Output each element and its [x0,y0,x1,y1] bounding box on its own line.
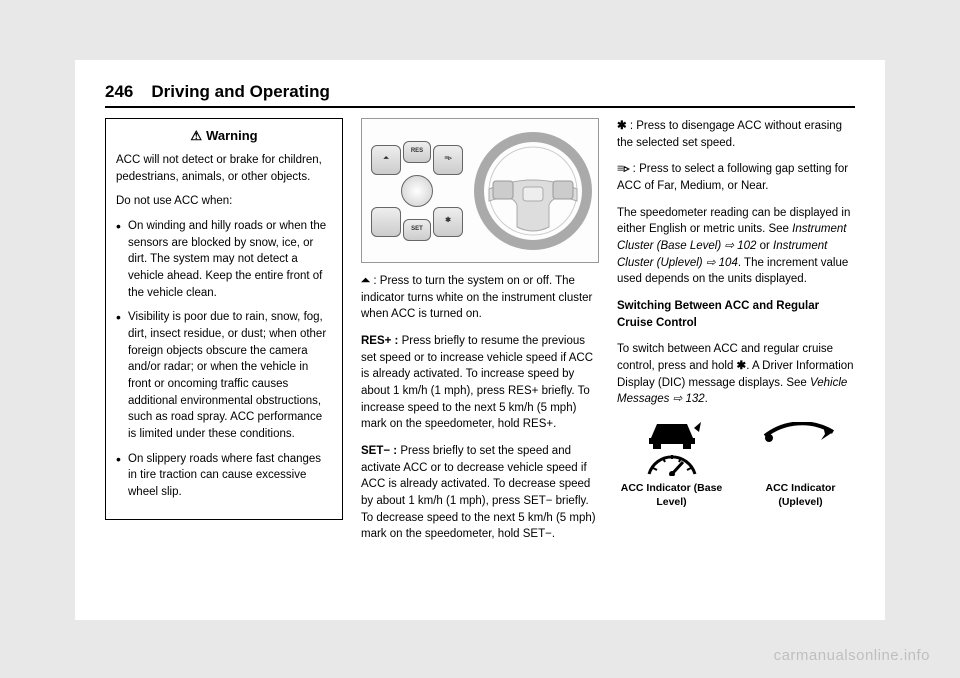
cruise-onoff-button-icon: ⏶ [371,145,401,175]
onoff-paragraph: ⏶ : Press to turn the system on or off. … [361,273,599,323]
gap-paragraph: ≡▹ : Press to select a following gap set… [617,161,855,194]
warning-intro: ACC will not detect or brake for childre… [116,152,332,185]
warning-list: On winding and hilly roads or when the s… [116,218,332,501]
gap-symbol-icon: ≡▹ [617,163,629,175]
switch-symbol-icon: ✱ [737,360,747,372]
cancel-button-icon: ✱ [433,207,463,237]
switch-paragraph: To switch between ACC and regular cruise… [617,341,855,408]
warning-title: Warning [116,127,332,146]
acc-uplevel-label: ACC Indicator (Uplevel) [746,482,855,509]
acc-base-label: ACC Indicator (Base Level) [617,482,726,509]
set-label: SET− : [361,445,397,457]
set-paragraph: SET− : Press briefly to set the speed an… [361,443,599,543]
section-title: Driving and Operating [151,82,330,102]
indicator-row: ACC Indicator (Base Level) ACC Indicator… [617,422,855,509]
cancel-symbol-icon: ✱ [617,120,627,132]
steering-wheel-icon [473,131,593,251]
manual-page: 246 Driving and Operating Warning ACC wi… [75,60,885,620]
watermark: carmanualsonline.info [774,647,930,664]
warning-lead: Do not use ACC when: [116,193,332,210]
steering-wheel-illustration: ⏶ RES ≡▹ SET ✱ [361,118,599,263]
column-3: ✱ : Press to disengage ACC without erasi… [617,118,855,608]
switch-heading: Switching Between ACC and Regular Cruise… [617,298,855,331]
page-header: 246 Driving and Operating [105,82,855,108]
warning-box: Warning ACC will not detect or brake for… [105,118,343,520]
column-1: Warning ACC will not detect or brake for… [105,118,343,608]
acc-indicator-base: ACC Indicator (Base Level) [617,422,726,509]
blank-button [371,207,401,237]
res-plus-button: RES [403,141,431,163]
res-label: RES+ : [361,335,398,347]
res-paragraph: RES+ : Press briefly to resume the previ… [361,333,599,433]
onoff-symbol-icon: ⏶ [361,275,370,287]
cancel-paragraph: ✱ : Press to disengage ACC without erasi… [617,118,855,151]
warning-item: Visibility is poor due to rain, snow, fo… [116,309,332,442]
acc-base-icon [637,422,707,476]
page-number: 246 [105,82,133,102]
warning-item: On slippery roads where fast changes in … [116,451,332,501]
set-minus-button: SET [403,219,431,241]
cruise-control-pad: ⏶ RES ≡▹ SET ✱ [367,141,467,241]
acc-uplevel-icon [761,422,841,476]
warning-item: On winding and hilly roads or when the s… [116,218,332,301]
units-paragraph: The speedometer reading can be displayed… [617,205,855,288]
content-columns: Warning ACC will not detect or brake for… [105,118,855,608]
column-2: ⏶ RES ≡▹ SET ✱ ⏶ : Press to tur [361,118,599,608]
acc-indicator-uplevel: ACC Indicator (Uplevel) [746,422,855,509]
center-button [401,175,433,207]
gap-button-icon: ≡▹ [433,145,463,175]
